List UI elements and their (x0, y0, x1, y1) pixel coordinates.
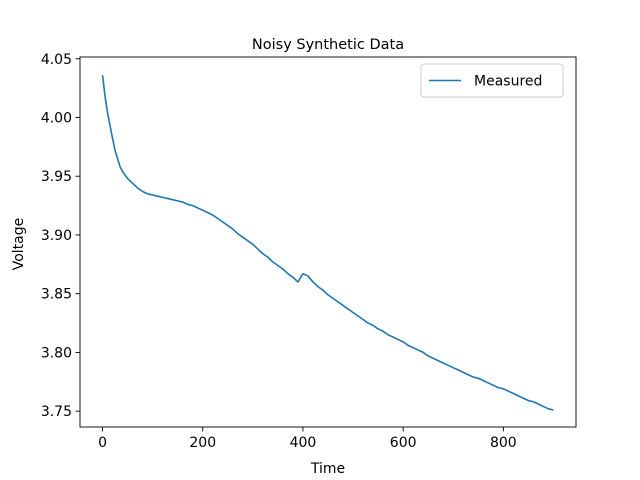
y-axis-label: Voltage (11, 218, 27, 271)
x-tick-label: 200 (189, 435, 216, 451)
axes-frame (79, 56, 577, 428)
x-tick-label: 400 (290, 435, 317, 451)
y-tick-label: 4.00 (41, 110, 72, 126)
y-tick-label: 3.75 (41, 404, 72, 420)
y-tick-label: 3.85 (41, 287, 72, 303)
legend-box (420, 63, 564, 98)
legend-label: Measured (474, 74, 542, 90)
chart-title: Noisy Synthetic Data (252, 37, 404, 53)
x-tick-label: 600 (390, 435, 417, 451)
y-tick-label: 4.05 (41, 52, 72, 68)
y-tick-label: 3.95 (41, 169, 72, 185)
x-axis-label: Time (310, 461, 345, 477)
plot-area: 0 200 400 600 800 3.75 3.80 3.85 3.90 3.95 4.00 4.0… (41, 52, 577, 451)
x-tick-label: 800 (490, 435, 517, 451)
series-line-0 (101, 75, 554, 411)
y-tick-label: 3.80 (41, 345, 72, 361)
y-tick-label: 3.90 (41, 228, 72, 244)
x-tick-label: 0 (98, 435, 107, 451)
